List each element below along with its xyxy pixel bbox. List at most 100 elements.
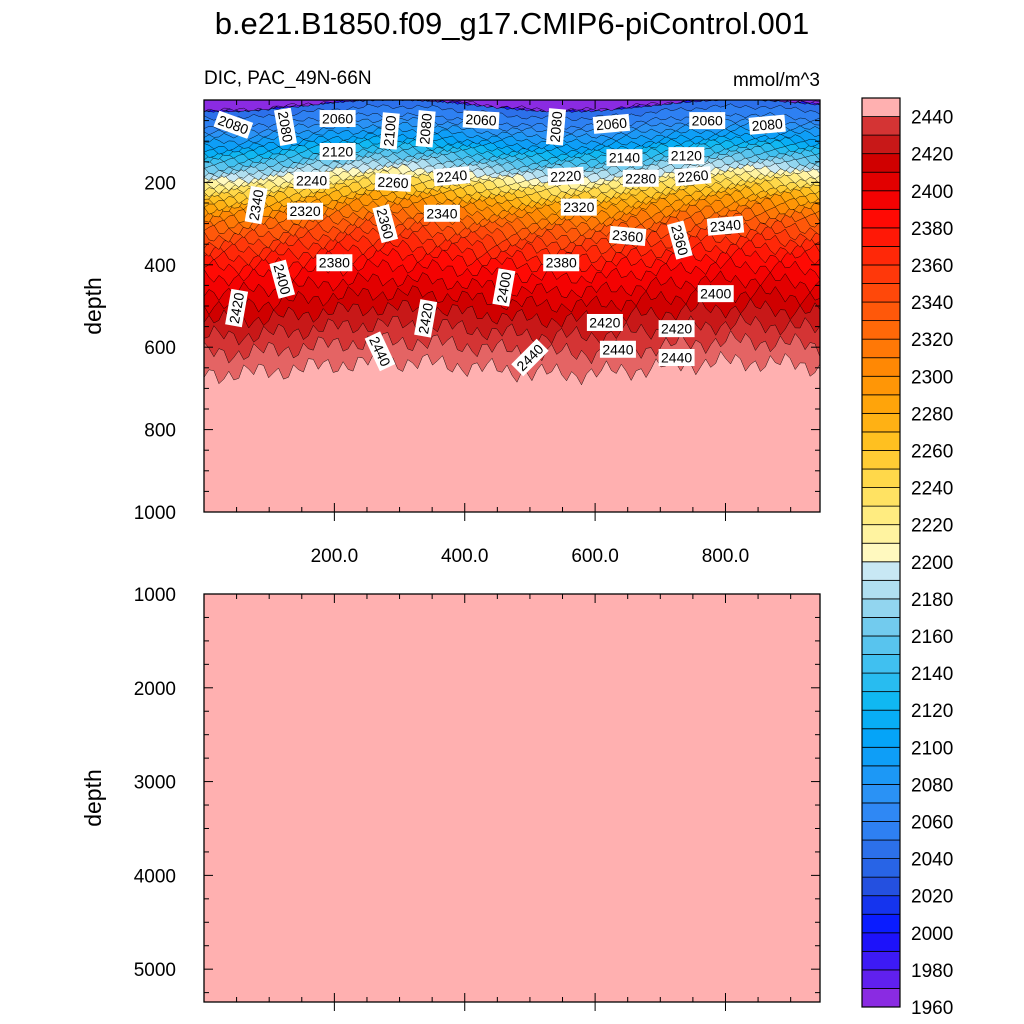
colorbar-box-2050 — [861, 821, 901, 841]
contour-label-text: 2380 — [319, 255, 350, 271]
y-axis-label: depth — [80, 769, 106, 827]
contour-label-29: 2400 — [269, 259, 296, 299]
colorbar-box-2090 — [861, 746, 901, 767]
colorbar-box-2200 — [861, 542, 901, 563]
contour-label-13: 2220 — [547, 166, 585, 186]
contour-label-23: 2320 — [560, 198, 597, 216]
contour-band-2050 — [204, 100, 820, 122]
colorbar-label: 2220 — [911, 516, 953, 537]
contour-label-text: 2080 — [751, 115, 784, 134]
contour-label-text: 2060 — [465, 111, 497, 129]
contour-label-text: 2420 — [661, 321, 692, 337]
colorbar-label: 2100 — [911, 738, 953, 759]
x-tick-label: 600.0 — [571, 546, 619, 567]
colorbar-box-1990 — [861, 932, 901, 952]
contour-label-text: 2440 — [661, 350, 692, 366]
contour-label-10: 2120 — [319, 143, 356, 160]
colorbar-box-2380 — [861, 208, 901, 229]
contour-label-3: 2100 — [379, 112, 400, 150]
contour-label-text: 2080 — [416, 112, 435, 145]
contour-label-text: 2140 — [609, 150, 640, 166]
colorbar-box-2290 — [861, 375, 901, 396]
contour-label-25: 2360 — [666, 220, 693, 260]
y-tick-label: 1000 — [134, 585, 176, 606]
colorbar-label: 2020 — [911, 887, 953, 908]
contour-label-text: 2360 — [668, 223, 692, 257]
contour-label-text: 2060 — [595, 115, 628, 134]
contour-label-14: 2240 — [293, 171, 330, 189]
colorbar-label: 2000 — [911, 924, 953, 945]
colorbar-box-2390 — [861, 190, 901, 210]
contour-label-text: 2100 — [380, 114, 399, 147]
colorbar-box-2080 — [861, 765, 901, 785]
colorbar-box-2430 — [861, 116, 901, 136]
colorbar-box-2040 — [861, 839, 901, 859]
contour-label-1: 2080 — [273, 107, 297, 146]
contour-label-19: 2340 — [244, 185, 268, 225]
contour-label-text: 2080 — [547, 110, 566, 143]
colorbar-label: 2120 — [911, 701, 953, 722]
contour-label-30: 2400 — [492, 268, 516, 307]
contour-label-text: 2400 — [700, 286, 731, 302]
contour-label-21: 2360 — [372, 204, 399, 244]
colorbar-label: 2280 — [911, 404, 953, 425]
contour-label-26: 2340 — [706, 215, 745, 236]
contour-label-24: 2360 — [609, 225, 647, 246]
contour-label-text: 2340 — [246, 188, 267, 222]
contour-label-text: 2240 — [435, 167, 468, 186]
colorbar-box-2240 — [861, 468, 901, 488]
contour-label-text: 2060 — [692, 113, 723, 129]
y-tick-label: 600 — [144, 338, 176, 359]
colorbar-label: 2200 — [911, 553, 953, 574]
y-tick-label: 4000 — [134, 866, 176, 887]
colorbar-box-2310 — [861, 338, 901, 359]
colorbar-box-2360 — [861, 246, 901, 266]
y-tick-label: 5000 — [134, 960, 176, 981]
contour-label-text: 2400 — [270, 262, 294, 296]
colorbar-box-2400 — [861, 171, 901, 192]
colorbar-label: 2440 — [911, 108, 953, 129]
colorbar-box-1980 — [861, 950, 901, 971]
colorbar-label: 2320 — [911, 330, 953, 351]
colorbar-box-2420 — [861, 134, 901, 155]
colorbar-box-2370 — [861, 227, 901, 247]
colorbar-label: 2380 — [911, 219, 953, 240]
contour-label-text: 2080 — [275, 110, 296, 144]
contour-label-27: 2380 — [316, 254, 353, 272]
contour-label-text: 2360 — [373, 206, 397, 240]
contour-label-15: 2260 — [374, 172, 412, 192]
contour-label-7: 2060 — [592, 113, 631, 134]
colorbar-box-2100 — [861, 728, 901, 748]
colorbar-box-2180 — [861, 579, 901, 600]
contour-label-20: 2320 — [287, 202, 324, 220]
contour-label-8: 2060 — [689, 112, 726, 130]
contour-label-17: 2280 — [622, 169, 659, 187]
colorbar-box-2220 — [861, 505, 901, 526]
colorbar-box-2260 — [861, 431, 901, 451]
colorbar: 1960 1980 2000 2020 2040 2060 2080 2100 2120 2140… — [861, 97, 953, 1019]
contour-label-35: 2420 — [658, 320, 695, 338]
colorbar-box-2230 — [861, 487, 901, 507]
lower-panel-fill — [204, 594, 820, 1002]
colorbar-label: 2080 — [911, 775, 953, 796]
contour-label-text: 2440 — [602, 341, 633, 357]
contour-label-text: 2400 — [493, 271, 514, 305]
contour-label-28: 2380 — [543, 254, 580, 272]
contour-label-text: 2280 — [625, 170, 656, 186]
colorbar-label: 2180 — [911, 590, 953, 611]
colorbar-box-2440 — [861, 97, 901, 117]
colorbar-box-2190 — [861, 561, 901, 581]
contour-label-text: 2420 — [226, 291, 247, 325]
contour-label-22: 2340 — [423, 204, 460, 222]
colorbar-box-2030 — [861, 858, 901, 878]
colorbar-box-2210 — [861, 524, 901, 544]
colorbar-box-2350 — [861, 264, 901, 284]
contour-label-text: 2380 — [546, 255, 577, 271]
colorbar-label: 1960 — [911, 998, 953, 1019]
colorbar-label: 2300 — [911, 367, 953, 388]
contour-label-6: 2080 — [545, 108, 567, 146]
colorbar-box-2020 — [861, 876, 901, 897]
colorbar-box-2120 — [861, 691, 901, 711]
colorbar-box-2000 — [861, 913, 901, 934]
